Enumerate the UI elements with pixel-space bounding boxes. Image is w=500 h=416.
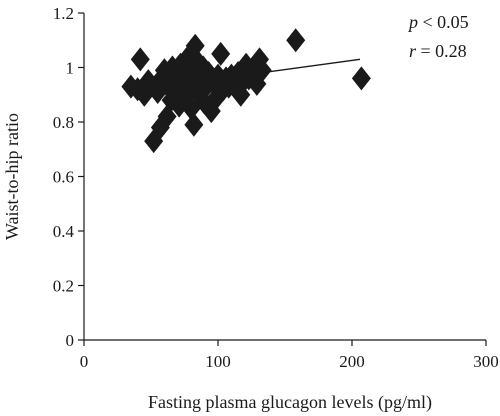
trendline bbox=[130, 58, 361, 92]
y-tick-label: 0.2 bbox=[53, 277, 74, 296]
stats-annotation: p < 0.05 r = 0.28 bbox=[407, 12, 469, 61]
p-symbol: p bbox=[407, 12, 418, 32]
axis-ticks: 0 0.2 0.4 0.6 0.8 1 1.2 0 100 200 300 bbox=[53, 4, 499, 371]
x-tick-label: 0 bbox=[80, 352, 89, 371]
p-value-annotation: p < 0.05 bbox=[407, 12, 469, 32]
r-symbol: r bbox=[409, 41, 417, 61]
x-tick-label: 100 bbox=[205, 352, 231, 371]
data-point bbox=[252, 58, 272, 83]
x-axis-title: Fasting plasma glucagon levels (pg/ml) bbox=[148, 392, 432, 413]
y-tick-label: 0 bbox=[66, 331, 75, 350]
y-axis-title: Waist-to-hip ratio bbox=[2, 113, 22, 240]
p-value-text: < 0.05 bbox=[418, 12, 469, 32]
y-tick-label: 0.6 bbox=[53, 168, 74, 187]
data-points bbox=[121, 28, 371, 154]
y-tick-label: 0.8 bbox=[53, 113, 74, 132]
data-point bbox=[286, 28, 306, 53]
data-point bbox=[188, 50, 208, 75]
y-tick-label: 1 bbox=[66, 59, 75, 78]
x-tick-label: 300 bbox=[473, 352, 499, 371]
data-point bbox=[184, 112, 204, 137]
x-tick-label: 200 bbox=[339, 352, 365, 371]
r-value-annotation: r = 0.28 bbox=[409, 41, 467, 61]
y-tick-label: 1.2 bbox=[53, 4, 74, 23]
r-value-text: = 0.28 bbox=[416, 41, 467, 61]
data-point bbox=[351, 66, 371, 91]
data-point bbox=[130, 47, 150, 72]
data-point bbox=[185, 33, 205, 58]
data-point bbox=[211, 41, 231, 66]
y-tick-label: 0.4 bbox=[53, 222, 75, 241]
